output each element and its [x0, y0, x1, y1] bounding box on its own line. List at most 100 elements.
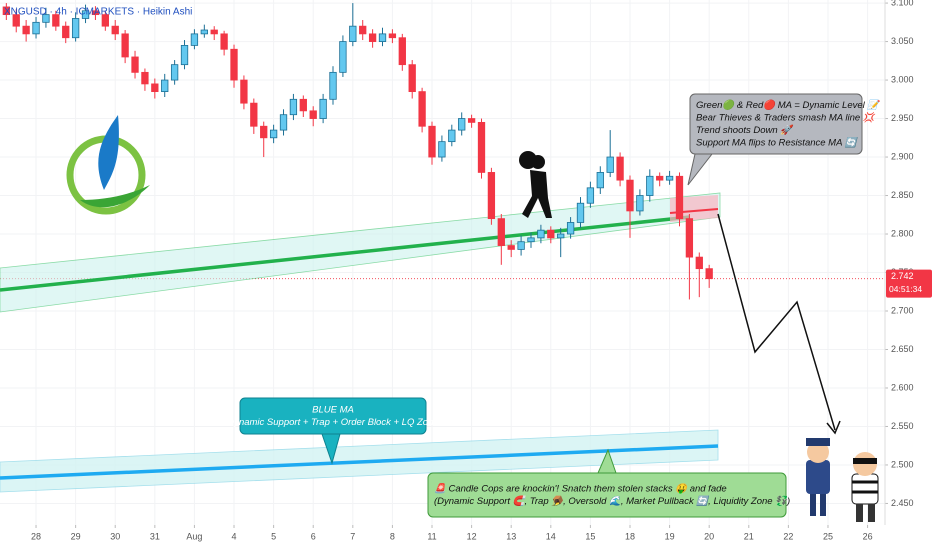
- last-price-box: [886, 269, 932, 298]
- candle-body: [527, 237, 535, 243]
- candle-body: [180, 45, 189, 66]
- candle-body: [428, 125, 436, 158]
- x-tick-label: 8: [390, 531, 395, 541]
- robber-cartoon: [851, 452, 879, 522]
- candle-body: [646, 175, 654, 196]
- candle-body: [101, 14, 109, 27]
- candle-body: [408, 64, 416, 93]
- candle-body: [52, 14, 60, 27]
- candle-body: [606, 156, 614, 173]
- y-tick-label: 2.450: [891, 498, 914, 508]
- candle-body: [12, 14, 20, 27]
- candle-body: [388, 33, 397, 39]
- annotation-box: [427, 472, 787, 518]
- arrow-head: [826, 420, 841, 435]
- candle-body: [260, 125, 268, 139]
- candle-body: [319, 98, 327, 119]
- annotation-text: Green🟢 & Red🔴 MA = Dynamic Level 📝: [696, 99, 881, 111]
- candle-body: [2, 6, 10, 16]
- y-tick-label: 2.850: [891, 190, 914, 200]
- x-tick-label: 5: [271, 531, 276, 541]
- candle-body: [62, 25, 70, 39]
- y-tick-label: 3.000: [891, 74, 914, 84]
- x-tick-label: 14: [546, 531, 556, 541]
- candle-body: [210, 29, 218, 35]
- candle-body: [458, 118, 466, 131]
- candle-body: [349, 25, 357, 42]
- annotation-text: 🚨 Candle Cops are knockin'! Snatch them …: [434, 482, 727, 494]
- y-tick-label: 2.500: [891, 459, 914, 469]
- candle-body: [626, 179, 634, 212]
- y-tick-label: 2.800: [891, 228, 914, 238]
- candle-body: [566, 222, 575, 235]
- candle-body: [368, 33, 377, 42]
- annotation-text: Bear Thieves & Traders smash MA line 💢: [696, 111, 877, 123]
- x-tick-label: 30: [110, 531, 120, 541]
- candle-body: [289, 98, 298, 116]
- candle-body: [121, 33, 129, 58]
- candle-body: [161, 79, 169, 93]
- candle-body: [111, 25, 119, 35]
- candle-body: [616, 156, 624, 181]
- candle-body: [141, 71, 149, 85]
- x-tick-label: 26: [863, 531, 873, 541]
- blue-ma: [0, 444, 719, 480]
- candle-body: [418, 91, 426, 127]
- candle-body: [636, 195, 644, 212]
- last-price-label: 2.742: [891, 271, 914, 281]
- candle-body: [359, 25, 367, 35]
- candle-body: [250, 102, 258, 127]
- candle-body: [438, 141, 446, 158]
- candle-body: [279, 114, 288, 131]
- x-tick-label: 12: [467, 531, 477, 541]
- candle-body: [448, 129, 456, 143]
- annotation-text: Support MA flips to Resistance MA 🔄: [696, 136, 859, 148]
- logo: [66, 115, 150, 215]
- y-tick-label: 2.650: [891, 344, 914, 354]
- x-axis-panel: [0, 525, 932, 550]
- x-tick-label: 13: [506, 531, 516, 541]
- candle-body: [220, 33, 228, 50]
- x-tick-label: 29: [71, 531, 81, 541]
- x-tick-label: 20: [704, 531, 714, 541]
- candle-body: [586, 187, 595, 204]
- x-tick-label: 18: [625, 531, 635, 541]
- thief: [519, 151, 552, 218]
- candle-body: [467, 118, 476, 123]
- candle-body: [477, 121, 486, 173]
- annotation-text: BLUE MA: [312, 404, 354, 415]
- x-tick-label: 15: [585, 531, 595, 541]
- candle-body: [517, 241, 525, 250]
- annotation-text: (Dynamic Support 🧲, Trap 🪤, Oversold 🌊, …: [434, 495, 790, 507]
- candle-body: [339, 41, 347, 73]
- x-tick-label: 28: [31, 531, 41, 541]
- chart-title: XNGUSD · 4h · ICMARKETS · Heikin Ashi: [4, 7, 192, 18]
- countdown-label: 04:51:34: [889, 284, 922, 294]
- x-tick-label: 4: [232, 531, 237, 541]
- candle-body: [309, 110, 317, 119]
- candle-body: [497, 218, 505, 246]
- candle-body: [329, 71, 337, 100]
- candle-body: [42, 14, 50, 23]
- candle-body: [398, 37, 406, 66]
- police-cartoon: [806, 438, 830, 516]
- x-tick-label: 31: [150, 531, 160, 541]
- projection-path: [717, 213, 836, 431]
- candle-body: [32, 21, 40, 35]
- green-ma: [0, 215, 691, 292]
- candle-body: [71, 18, 80, 39]
- axes: 3.1003.0503.0002.9502.9002.8502.8002.750…: [31, 0, 932, 541]
- x-tick-label: Aug: [186, 531, 202, 541]
- candles: [2, 3, 713, 300]
- x-tick-label: 19: [665, 531, 675, 541]
- annotation-text: Dynamic Support + Trap + Order Block + L…: [227, 417, 438, 428]
- candle-body: [151, 83, 159, 93]
- candle-body: [547, 229, 555, 239]
- candle-body: [299, 98, 307, 112]
- x-tick-label: 11: [427, 531, 436, 541]
- candle-body: [695, 256, 703, 270]
- y-tick-label: 2.950: [891, 113, 914, 123]
- x-tick-label: 22: [783, 531, 793, 541]
- candle-body: [170, 64, 179, 81]
- candle-body: [656, 175, 664, 181]
